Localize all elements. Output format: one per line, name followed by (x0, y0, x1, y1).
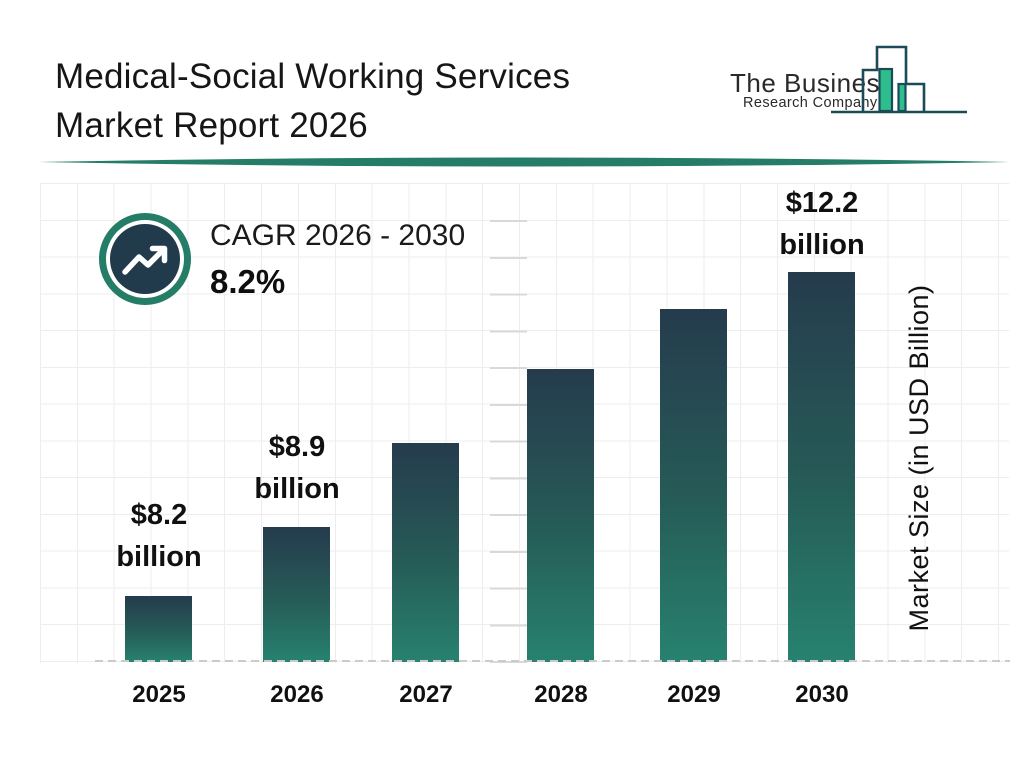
logo-company-name: The Business (730, 68, 894, 98)
bar-2029 (660, 309, 727, 662)
trend-up-icon (99, 213, 191, 305)
logo-company-subname: Research Company (743, 95, 878, 111)
x-tick-2028: 2028 (534, 681, 588, 708)
y-axis-title: Market Size (in USD Billion) (904, 284, 934, 632)
bar-value-label-2030: $12.2 billion (742, 182, 902, 266)
x-tick-2030: 2030 (795, 681, 849, 708)
bar-value-unit-2030: billion (779, 229, 865, 261)
cagr-period-label: CAGR 2026 - 2030 (210, 219, 466, 252)
bar-value-label-2025: $8.2 billion (79, 494, 239, 578)
y-axis-tick-marks (490, 220, 527, 664)
bar-value-2025: $8.2 (130, 499, 188, 531)
page-title: Medical-Social Working Services Market R… (55, 52, 695, 150)
x-tick-2026: 2026 (270, 681, 324, 708)
bar-2030 (788, 272, 855, 662)
cagr-value: 8.2% (210, 263, 286, 300)
page-title-line2: Market Report 2026 (55, 106, 368, 145)
bar-value-unit-2026: billion (254, 473, 340, 505)
bar-value-label-2026: $8.9 billion (217, 426, 377, 510)
bar-2027 (392, 443, 459, 662)
bar-value-unit-2025: billion (116, 541, 202, 573)
x-axis-baseline (95, 660, 1010, 662)
bar-2026 (263, 527, 330, 662)
buildings-chart-icon (831, 45, 967, 114)
x-tick-2029: 2029 (667, 681, 721, 708)
bar-value-2026: $8.9 (268, 431, 326, 463)
bar-2025 (125, 596, 192, 662)
x-tick-2025: 2025 (132, 681, 186, 708)
company-logo: The Business Research Company (712, 36, 982, 126)
section-divider (38, 157, 1010, 167)
bar-2028 (527, 369, 594, 662)
x-tick-2027: 2027 (399, 681, 453, 708)
page-title-line1: Medical-Social Working Services (55, 57, 571, 96)
bar-value-2030: $12.2 (785, 187, 859, 219)
